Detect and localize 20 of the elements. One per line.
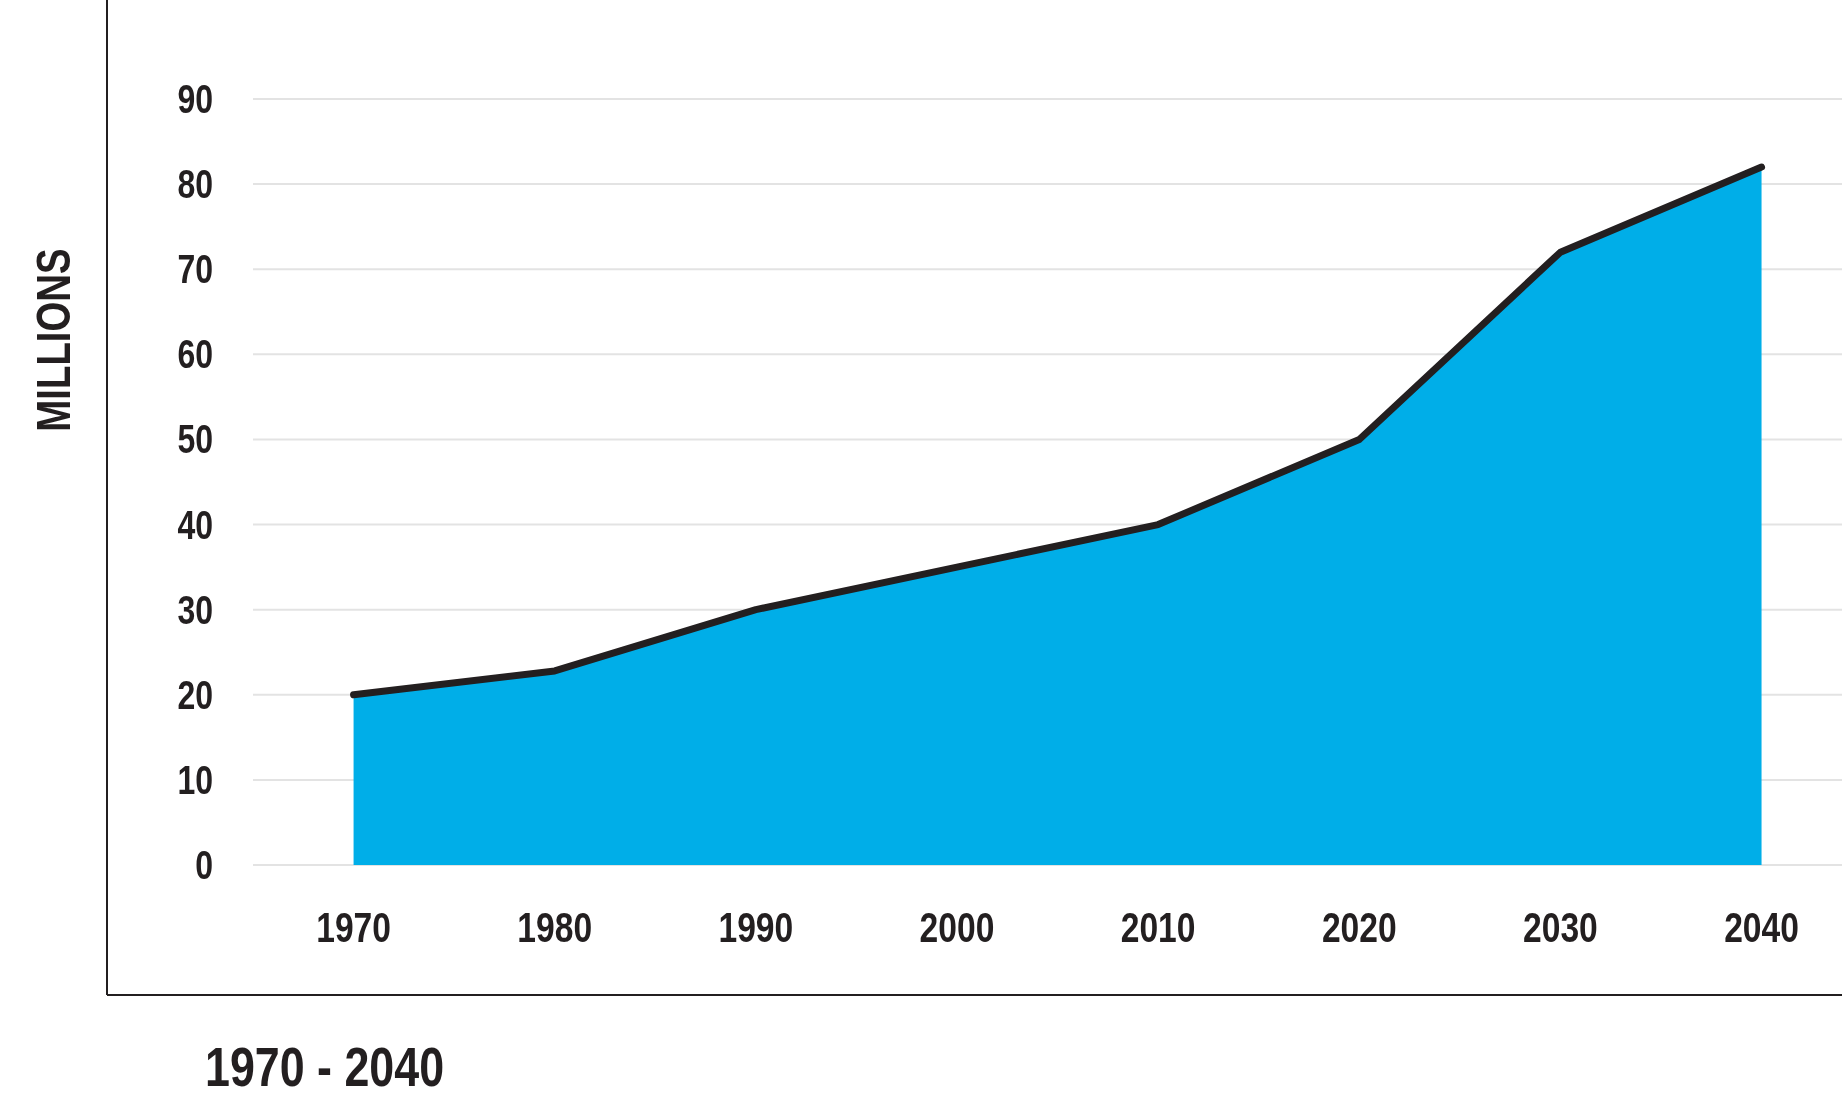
- y-tick-label: 70: [177, 246, 213, 293]
- y-tick-label: 30: [177, 587, 213, 633]
- y-tick-label: 40: [177, 502, 213, 548]
- x-tick-label: 2030: [1523, 904, 1598, 951]
- x-tick-label: 2000: [919, 904, 995, 951]
- y-tick-label: 10: [177, 757, 213, 803]
- x-tick-label: 1980: [517, 904, 593, 951]
- x-tick-label: 1970: [316, 904, 391, 951]
- y-tick-label: 90: [177, 76, 213, 122]
- text: 1970 - 2040: [205, 1035, 445, 1099]
- x-tick-label: 2040: [1724, 904, 1799, 951]
- y-axis-title: MILLIONS: [26, 248, 80, 432]
- y-tick-label: 50: [177, 417, 213, 463]
- x-tick-label: 1990: [718, 904, 794, 951]
- x-tick-label: 2010: [1120, 904, 1196, 951]
- x-tick-label: 2020: [1321, 904, 1397, 951]
- y-tick-label: 20: [177, 672, 213, 718]
- y-tick-label: 80: [177, 161, 213, 207]
- y-tick-label: 0: [195, 842, 213, 888]
- y-tick-label: 60: [177, 331, 213, 378]
